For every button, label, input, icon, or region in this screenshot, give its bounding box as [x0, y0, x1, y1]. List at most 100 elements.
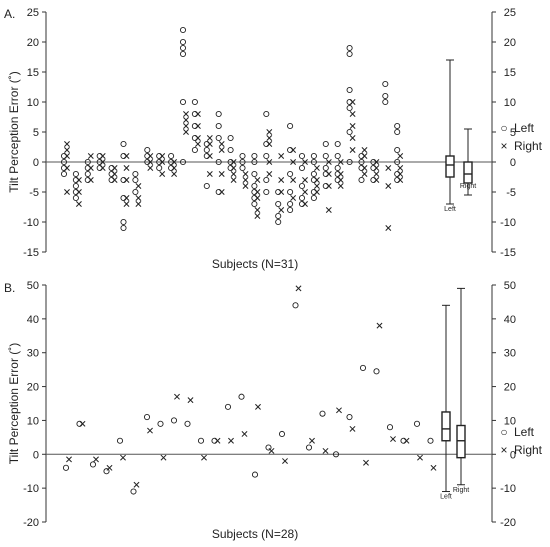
data-point-left [287, 200, 294, 208]
data-point-right [206, 153, 213, 159]
data-point-right [363, 459, 369, 466]
cross-stroke [373, 165, 380, 171]
cross-stroke [160, 454, 167, 461]
data-point-right [282, 458, 288, 465]
data-point-left [310, 194, 317, 202]
data-point-left [394, 158, 401, 166]
data-point-left [179, 26, 187, 34]
data-point-right [201, 454, 207, 461]
cross-stroke [376, 322, 383, 329]
data-point-left [116, 437, 124, 444]
data-point-left [179, 158, 187, 166]
data-point-right [325, 183, 332, 189]
cross-stroke [302, 159, 308, 165]
cross-stroke [147, 159, 154, 165]
data-point-right [123, 201, 130, 207]
data-point-left [322, 164, 329, 172]
legend-label: Left [514, 425, 535, 439]
data-point-left [72, 194, 79, 202]
cross-stroke [313, 189, 320, 195]
left-tick-label: -5 [29, 187, 39, 199]
data-point-left [168, 152, 175, 160]
cross-stroke [397, 165, 404, 171]
data-point-right [194, 135, 201, 141]
data-point-right [99, 153, 106, 159]
data-point-right [349, 135, 356, 141]
data-point-right [397, 165, 404, 171]
data-point-left [89, 461, 97, 468]
left-tick-label: 0 [33, 449, 39, 461]
data-point-right [385, 225, 392, 231]
cross-stroke [206, 153, 213, 159]
data-point-right [397, 153, 404, 159]
data-point-left [227, 134, 234, 142]
data-point-left [292, 302, 299, 309]
cross-stroke [349, 111, 356, 117]
cross-stroke [254, 189, 261, 195]
box-iqr [445, 155, 455, 178]
cross-stroke [183, 123, 189, 129]
data-point-left [305, 444, 313, 451]
left-tick-label: 20 [27, 37, 39, 49]
data-point-left [298, 164, 306, 172]
data-point-right [147, 153, 154, 159]
cross-stroke [230, 159, 237, 165]
data-point-right [385, 165, 392, 171]
cross-stroke [290, 195, 297, 201]
data-point-right [174, 393, 180, 400]
right-tick-label: 5 [510, 127, 516, 139]
data-point-right [218, 147, 225, 153]
data-point-right [337, 171, 344, 177]
cross-stroke [218, 147, 225, 153]
boxplot-label: Left [444, 206, 456, 213]
cross-stroke [266, 171, 273, 177]
cross-stroke [111, 171, 118, 177]
data-point-right [313, 183, 320, 189]
data-point-right [254, 177, 261, 183]
data-point-right [64, 165, 70, 171]
data-point-right [373, 171, 380, 177]
data-point-left [346, 50, 353, 58]
data-point-left [263, 152, 270, 160]
data-point-right [194, 123, 201, 129]
data-point-right [147, 165, 154, 171]
data-point-left [334, 140, 341, 148]
data-point-right [336, 407, 342, 414]
cross-stroke [230, 171, 237, 177]
cross-stroke [361, 165, 368, 171]
data-point-right [228, 437, 234, 444]
data-point-right [160, 454, 167, 461]
data-point-left [275, 212, 282, 220]
data-point-right [430, 464, 437, 471]
cross-stroke [322, 447, 329, 454]
data-point-right [254, 195, 261, 201]
boxplot-label: Right [460, 183, 476, 190]
cross-stroke [99, 159, 106, 165]
data-point-left [359, 364, 367, 372]
cross-stroke [385, 165, 392, 171]
data-point-left [310, 170, 317, 178]
data-point-right [187, 397, 194, 404]
data-point-left [179, 98, 187, 106]
cross-stroke [361, 147, 368, 153]
cross-stroke [313, 183, 320, 189]
data-point-right [278, 177, 285, 183]
y-axis-label: Tilt Perception Error (˚) [7, 343, 21, 465]
cross-stroke [337, 159, 344, 165]
data-point-right [218, 189, 225, 195]
data-point-left [287, 206, 294, 214]
cross-stroke [159, 171, 166, 177]
data-point-right [290, 147, 297, 153]
data-point-left [132, 188, 139, 196]
cross-stroke [66, 456, 72, 463]
right-tick-label: 10 [504, 97, 516, 109]
cross-stroke [194, 141, 201, 147]
data-point-left [103, 468, 110, 475]
cross-stroke [99, 165, 106, 171]
data-point-right [183, 123, 189, 129]
data-point-right [390, 436, 396, 443]
data-point-left [263, 110, 270, 118]
data-point-left [60, 170, 68, 178]
data-point-left [346, 158, 353, 166]
right-tick-label: 50 [504, 280, 516, 292]
